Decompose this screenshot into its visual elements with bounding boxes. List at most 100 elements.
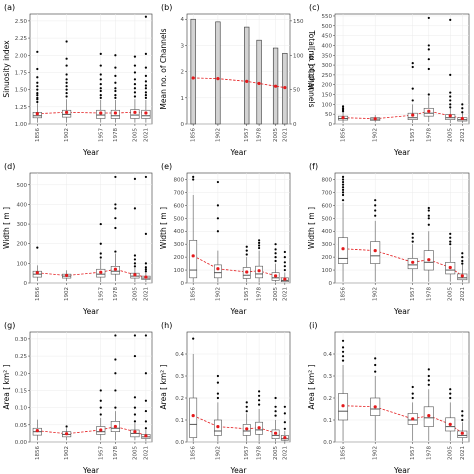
outlier-point xyxy=(36,81,39,84)
outlier-point xyxy=(374,204,377,207)
y-axis-label: Width [ m ] xyxy=(307,207,316,249)
y-tick-label: 200 xyxy=(174,255,185,261)
panel-a: 1.00 1.25 1.50 1.75 2.00 2.25 2.50 1856 1902 1957… xyxy=(2,3,153,157)
panel-h: 0.0 0.1 0.2 0.3 0.4 1856 1902 1957 1978 2005 2021 Y… xyxy=(159,321,291,474)
outlier-point xyxy=(114,358,117,361)
outlier-point xyxy=(427,93,430,96)
x-tick-label: 2005 xyxy=(273,128,279,142)
outlier-point xyxy=(114,94,117,97)
mean-point xyxy=(216,425,220,429)
x-tick-label: 1902 xyxy=(373,128,379,142)
mean-point xyxy=(65,110,69,114)
outlier-point xyxy=(461,111,464,114)
mean-point xyxy=(99,111,103,115)
mean-point xyxy=(273,274,278,278)
outlier-point xyxy=(36,76,39,79)
y-tick-label: 400 xyxy=(322,43,333,49)
x-tick-label: 1978 xyxy=(113,128,119,142)
outlier-point xyxy=(245,405,248,408)
outlier-point xyxy=(36,50,39,53)
x-tick-label: 1957 xyxy=(98,287,104,301)
outlier-point xyxy=(65,78,68,81)
y-tick-label: 0.00 xyxy=(15,440,28,446)
x-axis-label: Year xyxy=(393,307,411,316)
mean-point xyxy=(35,271,39,275)
outlier-point xyxy=(133,55,137,58)
mean-point xyxy=(460,274,464,278)
x-tick-label: 1856 xyxy=(35,287,41,301)
y-tick-label: 0.3 xyxy=(323,374,332,380)
outlier-point xyxy=(144,52,147,55)
x-axis-label: Year xyxy=(82,466,100,474)
outlier-point xyxy=(245,401,248,404)
panel-label: (i) xyxy=(309,321,317,330)
x-axis-label: Year xyxy=(230,466,248,474)
y-tick-label: 0.2 xyxy=(175,396,184,402)
outlier-point xyxy=(461,262,464,265)
mean-point xyxy=(460,116,464,121)
y-tick-label: 0 xyxy=(181,122,185,128)
plot-area xyxy=(29,13,153,125)
mean-point xyxy=(283,436,287,440)
outlier-point xyxy=(427,206,430,210)
outlier-point xyxy=(192,178,195,181)
panel-label: (g) xyxy=(4,321,15,330)
outlier-point xyxy=(216,374,219,378)
outlier-point xyxy=(133,420,137,423)
y-tick-label: 3 xyxy=(181,43,185,49)
outlier-point xyxy=(114,175,117,179)
outlier-point xyxy=(341,359,345,362)
y-tick-label: 100 xyxy=(17,261,28,267)
outlier-point xyxy=(114,66,117,69)
outlier-point xyxy=(144,80,147,83)
outlier-point xyxy=(461,256,464,259)
outlier-point xyxy=(144,94,147,97)
outlier-point xyxy=(99,94,102,97)
y2-tick-label: 0 xyxy=(293,122,297,128)
mean-point xyxy=(427,258,431,262)
outlier-point xyxy=(341,191,345,194)
mean-point xyxy=(427,109,431,113)
y-tick-label: 1.50 xyxy=(15,88,28,94)
panel-e: 0 100 200 300 400 500 600 700 800 1856 1902 1957 197… xyxy=(159,162,291,316)
outlier-point xyxy=(411,240,414,243)
y-tick-label: 700 xyxy=(322,190,333,196)
x-tick-label: 2021 xyxy=(143,446,149,460)
x-tick-label: 2021 xyxy=(282,287,288,301)
outlier-point xyxy=(449,91,452,94)
mean-point xyxy=(273,431,278,435)
y-axis-label: Area [ km² ] xyxy=(2,364,11,409)
x-axis-label: Year xyxy=(82,148,100,157)
panel-label: (d) xyxy=(4,162,15,171)
outlier-point xyxy=(427,368,430,371)
outlier-point xyxy=(245,253,248,256)
outlier-point xyxy=(99,83,102,86)
y-tick-label: 200 xyxy=(322,83,333,89)
outlier-point xyxy=(216,217,219,220)
outlier-point xyxy=(144,87,147,90)
outlier-point xyxy=(114,250,117,253)
outlier-point xyxy=(283,250,286,254)
x-tick-label: 2021 xyxy=(460,287,466,301)
mean-point xyxy=(245,427,249,431)
mean-point xyxy=(448,265,452,270)
plot-area xyxy=(186,172,291,284)
outlier-point xyxy=(36,246,39,249)
outlier-point xyxy=(258,403,261,406)
outlier-point xyxy=(144,74,147,77)
y-axis-label: Width [ m ] xyxy=(307,48,316,90)
outlier-point xyxy=(283,268,286,272)
outlier-point xyxy=(133,78,137,81)
outlier-point xyxy=(216,230,219,233)
outlier-point xyxy=(65,57,68,60)
x-tick-label: 1978 xyxy=(113,446,119,460)
outlier-point xyxy=(258,246,261,250)
outlier-point xyxy=(133,406,137,409)
mean-point xyxy=(144,111,148,115)
outlier-point xyxy=(216,204,219,207)
outlier-point xyxy=(144,409,147,413)
outlier-point xyxy=(133,396,137,399)
mean-point xyxy=(448,422,452,426)
y2-tick-label: 50 xyxy=(293,88,300,94)
outlier-point xyxy=(133,207,137,210)
